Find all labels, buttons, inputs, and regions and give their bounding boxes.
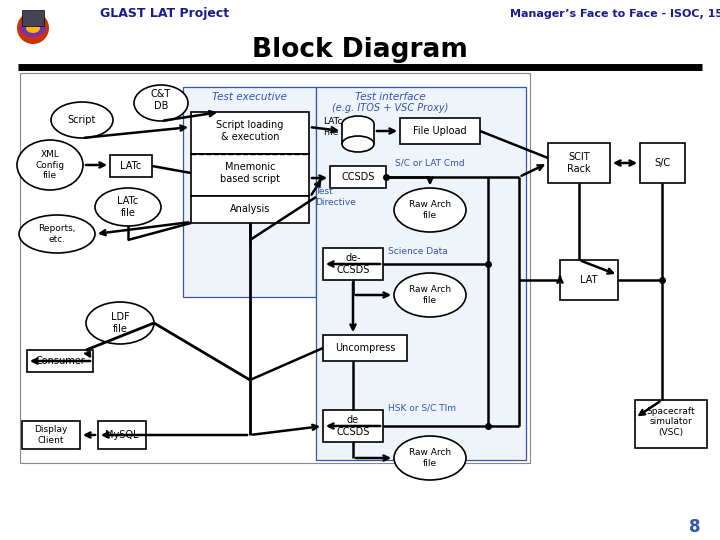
Bar bbox=[98, 421, 146, 449]
Text: MySQL: MySQL bbox=[105, 430, 139, 440]
Ellipse shape bbox=[26, 23, 40, 33]
Text: de-
CCSDS: de- CCSDS bbox=[336, 253, 369, 275]
Text: Test
Directive: Test Directive bbox=[315, 187, 356, 207]
Text: Raw Arch
file: Raw Arch file bbox=[409, 200, 451, 220]
Text: SCIT
Rack: SCIT Rack bbox=[567, 152, 591, 174]
Text: Mnemonic
based script: Mnemonic based script bbox=[220, 162, 280, 184]
Ellipse shape bbox=[394, 188, 466, 232]
Text: CCSDS: CCSDS bbox=[341, 172, 374, 182]
Bar bbox=[191, 112, 309, 154]
Bar bbox=[27, 350, 93, 372]
Text: Reports,
etc.: Reports, etc. bbox=[38, 224, 76, 244]
Text: Spacecraft
simulator
(VSC): Spacecraft simulator (VSC) bbox=[647, 407, 696, 437]
Text: Science Data: Science Data bbox=[388, 247, 448, 256]
Bar bbox=[323, 248, 383, 280]
Text: GLAST LAT Project: GLAST LAT Project bbox=[100, 8, 229, 21]
Text: XML
Config
file: XML Config file bbox=[35, 150, 65, 180]
Text: LATc: LATc bbox=[120, 161, 142, 171]
Text: S/C: S/C bbox=[654, 158, 670, 168]
Text: C&T
DB: C&T DB bbox=[151, 89, 171, 111]
Ellipse shape bbox=[86, 302, 154, 344]
Bar bbox=[22, 421, 80, 449]
Ellipse shape bbox=[95, 188, 161, 226]
Ellipse shape bbox=[17, 12, 49, 44]
Bar bbox=[640, 143, 685, 183]
Text: Manager’s Face to Face - ISOC, 15 June 2005: Manager’s Face to Face - ISOC, 15 June 2… bbox=[510, 9, 720, 19]
Ellipse shape bbox=[394, 436, 466, 480]
Ellipse shape bbox=[20, 19, 46, 37]
Text: Block Diagram: Block Diagram bbox=[252, 37, 468, 63]
Bar bbox=[330, 166, 386, 188]
Text: de
CCSDS: de CCSDS bbox=[336, 415, 369, 437]
Text: Analysis: Analysis bbox=[230, 204, 270, 214]
Text: Uncompress: Uncompress bbox=[335, 343, 395, 353]
Text: Test interface: Test interface bbox=[355, 92, 426, 102]
Bar bbox=[183, 87, 316, 297]
Text: LATc
file: LATc file bbox=[117, 196, 139, 218]
Ellipse shape bbox=[342, 136, 374, 152]
Bar bbox=[323, 335, 407, 361]
Bar bbox=[548, 143, 610, 183]
Text: Raw Arch
file: Raw Arch file bbox=[409, 285, 451, 305]
Bar bbox=[191, 154, 309, 196]
Text: Test executive: Test executive bbox=[212, 92, 287, 102]
Text: (e.g. ITOS + VSC Proxy): (e.g. ITOS + VSC Proxy) bbox=[332, 103, 448, 113]
Ellipse shape bbox=[342, 116, 374, 132]
Text: File Upload: File Upload bbox=[413, 126, 467, 136]
Bar bbox=[560, 260, 618, 300]
Bar bbox=[635, 400, 707, 448]
Text: 8: 8 bbox=[689, 518, 701, 536]
Bar bbox=[400, 118, 480, 144]
Text: Script loading
& execution: Script loading & execution bbox=[216, 120, 284, 142]
Text: LATc
File: LATc File bbox=[323, 117, 343, 137]
Ellipse shape bbox=[394, 273, 466, 317]
Bar bbox=[323, 410, 383, 442]
Bar bbox=[191, 196, 309, 223]
Text: Script: Script bbox=[68, 115, 96, 125]
Text: Raw Arch
file: Raw Arch file bbox=[409, 448, 451, 468]
Text: LDF
file: LDF file bbox=[111, 312, 130, 334]
Text: HSK or S/C Tlm: HSK or S/C Tlm bbox=[388, 403, 456, 413]
Ellipse shape bbox=[19, 215, 95, 253]
Bar bbox=[316, 87, 526, 460]
Bar bbox=[20, 73, 530, 463]
Text: LAT: LAT bbox=[580, 275, 598, 285]
Ellipse shape bbox=[134, 85, 188, 121]
Bar bbox=[342, 124, 374, 144]
Text: S/C or LAT Cmd: S/C or LAT Cmd bbox=[395, 159, 464, 167]
Ellipse shape bbox=[17, 140, 83, 190]
Ellipse shape bbox=[51, 102, 113, 138]
Text: Consumer: Consumer bbox=[35, 356, 85, 366]
Bar bbox=[22, 10, 44, 26]
Bar bbox=[110, 155, 152, 177]
Text: Display
Client: Display Client bbox=[35, 426, 68, 445]
